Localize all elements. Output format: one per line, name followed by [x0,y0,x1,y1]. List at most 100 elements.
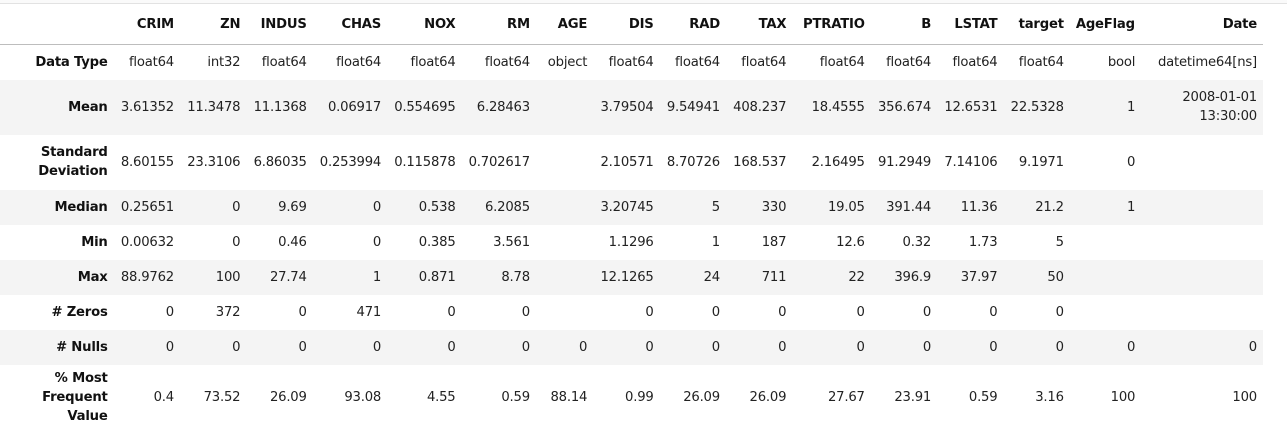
output-area-top-border [0,0,1287,4]
cell-rad: 8.70726 [666,154,720,170]
cell-rm: 8.78 [501,269,530,285]
cell-rm: 0.59 [501,390,530,405]
column-header-target: target [1003,4,1070,45]
table-row: Min 0.00632 0 0.46 0 0.385 3.561 1.1296 1 187 12.6… [0,225,1263,260]
cell-date [1141,295,1263,330]
column-header-b: B [870,4,938,45]
cell-tax: 0 [778,304,787,320]
column-header-rad: RAD [659,4,726,45]
cell-rad: 5 [711,199,720,215]
cell-indus: float64 [261,54,307,70]
cell-chas: 1 [372,269,382,285]
row-label: Max [77,269,108,285]
table-row: Standard Deviation 8.60155 23.3106 6.86035 0… [0,135,1263,190]
index-header [0,4,114,45]
cell-lstat: 0 [989,304,998,320]
cell-lstat: 0.59 [968,390,998,405]
cell-target: 5 [1055,234,1064,250]
cell-age [536,80,593,135]
cell-crim: 0.25651 [120,199,174,215]
cell-date: 0 [1248,339,1257,355]
cell-target: 0 [1055,304,1064,320]
cell-nox: 0.385 [418,234,456,250]
time-part: 13:30:00 [1199,109,1257,124]
cell-rm: 0 [521,339,530,355]
cell-rad: float64 [674,54,720,70]
cell-lstat: float64 [952,54,998,70]
cell-b: 0 [922,339,932,355]
cell-rm: 0 [521,304,530,320]
cell-tax: 26.09 [749,390,787,405]
cell-dis: 0.99 [625,390,654,405]
cell-lstat: 1.73 [968,234,998,250]
cell-date: 2008-01-01 13:30:00 [1141,80,1263,135]
table-row: Data Type float64 int32 float64 float64 float… [0,45,1263,80]
table-row: Median 0.25651 0 9.69 0 0.538 6.2085 3.20745 5 33… [0,189,1263,225]
cell-chas: float64 [336,54,382,70]
cell-rad: 0 [711,339,720,355]
cell-indus: 0 [298,304,307,320]
cell-tax: 0 [778,339,787,355]
cell-indus: 0 [298,339,307,355]
cell-target: 0 [1055,339,1064,355]
column-header-crim: CRIM [113,4,180,45]
date-part: 2008-01-01 [1182,90,1257,105]
cell-b: 396.9 [894,269,932,285]
cell-indus: 0.46 [278,234,307,250]
cell-crim: 3.61352 [120,99,174,115]
cell-lstat: 0 [989,339,998,355]
cell-dis: 2.10571 [600,154,654,170]
cell-b: 391.44 [886,199,932,215]
row-label: Median [54,199,108,215]
column-header-tax: TAX [725,4,793,45]
cell-chas: 0 [372,234,382,250]
column-header-nox: NOX [387,4,462,45]
cell-nox: 0 [447,339,456,355]
cell-nox: 0 [447,304,456,320]
cell-chas: 0.06917 [327,99,382,115]
cell-indus: 11.1368 [253,99,307,115]
cell-ptratio: 2.16495 [811,154,865,170]
cell-ageflag [1070,295,1141,330]
cell-ageflag: 0 [1127,154,1136,170]
cell-b: 91.2949 [877,154,932,170]
cell-age [536,295,593,330]
cell-chas: 93.08 [344,390,382,405]
table-row: # Zeros 0 372 0 471 0 0 0 0 0 0 0 0 0 [0,295,1263,330]
cell-tax: 168.537 [733,154,787,170]
cell-rad: 9.54941 [666,99,720,115]
cell-dis: 3.20745 [600,199,654,215]
cell-ptratio: 19.05 [827,199,865,215]
table-row: Mean 3.61352 11.3478 11.1368 0.06917 0.554695… [0,79,1263,135]
cell-age [536,225,593,260]
cell-age [536,190,593,225]
row-label: Data Type [35,54,108,70]
cell-indus: 27.74 [269,269,307,285]
cell-nox: 0.115878 [394,154,456,170]
row-label: Mean [68,99,108,115]
cell-zn: 0 [232,234,241,250]
column-header-dis: DIS [593,4,660,45]
cell-date: datetime64[ns] [1157,54,1257,70]
cell-zn: 372 [215,304,241,320]
cell-b: 0 [922,304,932,320]
cell-dis: 12.1265 [600,269,654,285]
cell-zn: 23.3106 [187,154,241,170]
cell-b: 356.674 [877,99,932,115]
cell-rad: 0 [711,304,720,320]
cell-date [1141,260,1263,295]
cell-ageflag [1070,225,1141,260]
cell-zn: 100 [215,269,241,285]
cell-rad: 26.09 [683,390,720,405]
cell-crim: 0.00632 [120,234,174,250]
cell-crim: float64 [128,54,174,70]
cell-dis: 3.79504 [600,99,654,115]
cell-target: 50 [1047,269,1064,285]
cell-tax: 330 [761,199,787,215]
cell-date [1141,190,1263,225]
row-label: # Nulls [56,339,108,355]
header-row: CRIM ZN INDUS CHAS NOX RM AGE DIS RAD TA… [0,4,1263,45]
cell-dis: 0 [645,304,654,320]
cell-target: 9.1971 [1018,154,1064,170]
cell-rad: 24 [703,269,721,285]
